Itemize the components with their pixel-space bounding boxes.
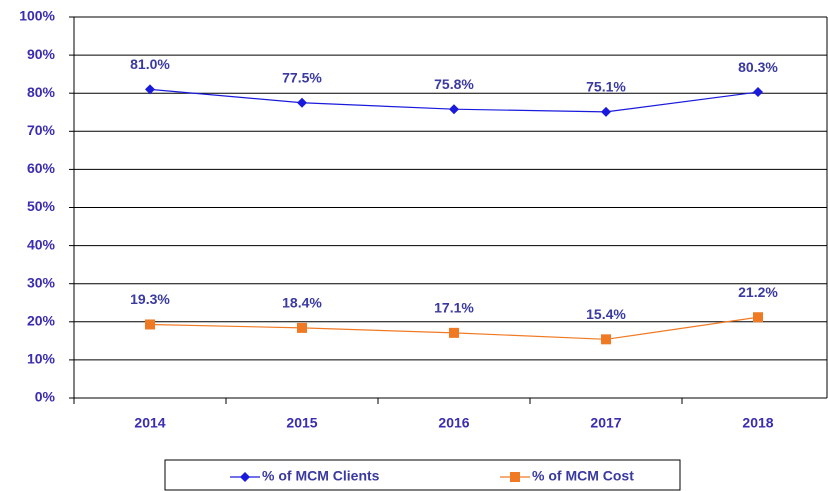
y-tick-label: 70%	[27, 122, 56, 138]
data-label: 17.1%	[434, 300, 474, 316]
data-label: 15.4%	[586, 306, 626, 322]
data-label: 19.3%	[130, 291, 170, 307]
legend-box	[164, 459, 681, 491]
data-label: 75.1%	[586, 79, 626, 95]
y-tick-label: 90%	[27, 46, 56, 62]
data-label: 18.4%	[282, 295, 322, 311]
data-point	[753, 312, 763, 323]
data-label: 80.3%	[738, 59, 778, 75]
x-tick-label: 2017	[590, 415, 621, 431]
y-tick-label: 40%	[27, 236, 56, 252]
y-tick-label: 100%	[19, 8, 55, 24]
data-label: 77.5%	[282, 69, 322, 85]
data-label: 81.0%	[130, 56, 170, 72]
data-point	[449, 104, 459, 115]
data-label: 75.8%	[434, 76, 474, 92]
y-tick-label: 0%	[35, 389, 56, 405]
x-tick-label: 2014	[134, 415, 165, 431]
data-point	[297, 97, 307, 108]
legend-marker	[510, 472, 520, 482]
x-tick-label: 2015	[286, 415, 317, 431]
data-point	[297, 322, 307, 333]
data-point	[145, 319, 155, 330]
legend-label: % of MCM Cost	[532, 468, 634, 484]
data-point	[145, 84, 155, 95]
y-tick-label: 80%	[27, 84, 56, 100]
y-tick-label: 10%	[27, 351, 56, 367]
data-point	[601, 106, 611, 117]
x-tick-label: 2018	[742, 415, 773, 431]
legend-marker	[240, 472, 250, 482]
y-tick-label: 60%	[27, 160, 56, 176]
legend-label: % of MCM Clients	[262, 468, 380, 484]
data-point	[449, 327, 459, 338]
y-tick-label: 30%	[27, 274, 56, 290]
x-tick-label: 2016	[438, 415, 469, 431]
y-tick-label: 20%	[27, 313, 56, 329]
data-label: 21.2%	[738, 284, 778, 300]
data-point	[753, 87, 763, 98]
data-point	[601, 334, 611, 345]
y-tick-label: 50%	[27, 198, 56, 214]
